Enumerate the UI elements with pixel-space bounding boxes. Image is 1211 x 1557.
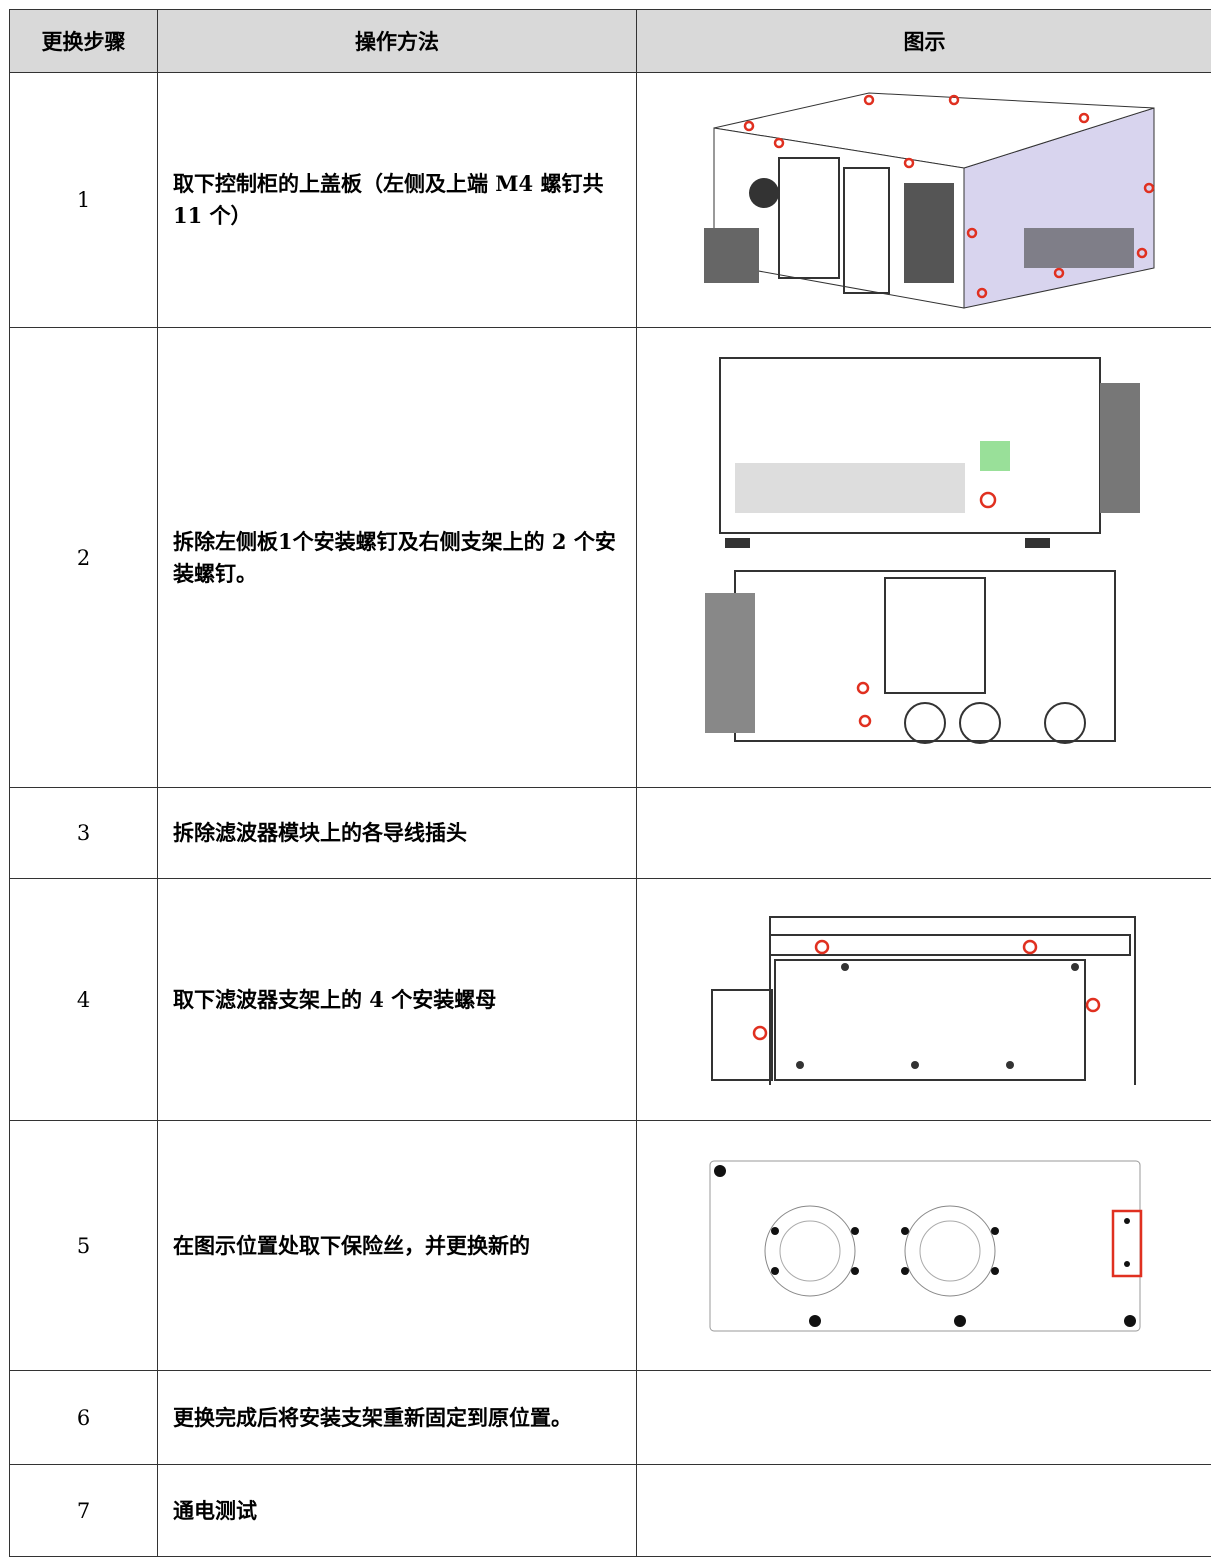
method-cell: 通电测试 [158,1465,637,1557]
method-cell: 取下控制柜的上盖板（左侧及上端 M4 螺钉共 11 个） [158,73,637,328]
side-panel-figure [695,353,1155,763]
figure-cell [637,1371,1211,1465]
header-cell: 操作方法 [158,10,637,73]
cabinet-figure [694,88,1156,313]
replacement-table: 更换步骤 操作方法 图示 1 取下控制柜的上盖板（左侧及上端 M4 螺钉共 11… [9,9,1211,1557]
pcb-figure [705,1156,1145,1336]
step-cell: 4 [10,879,158,1121]
bracket-figure [710,915,1140,1085]
step-cell: 2 [10,328,158,788]
figure-cell [637,1121,1211,1371]
row: 7 通电测试 [10,1465,1211,1557]
row: 5 在图示位置处取下保险丝，并更换新的 [10,1121,1211,1371]
method-cell: 拆除滤波器模块上的各导线插头 [158,788,637,879]
method-cell: 更换完成后将安装支架重新固定到原位置。 [158,1371,637,1465]
figure-cell [637,879,1211,1121]
figure-cell [637,788,1211,879]
header-cell: 图示 [637,10,1211,73]
figure-cell [637,1465,1211,1557]
step-cell: 5 [10,1121,158,1371]
row: 3 拆除滤波器模块上的各导线插头 [10,788,1211,879]
method-cell: 在图示位置处取下保险丝，并更换新的 [158,1121,637,1371]
step-cell: 7 [10,1465,158,1557]
figure-cell [637,73,1211,328]
row: 6 更换完成后将安装支架重新固定到原位置。 [10,1371,1211,1465]
method-cell: 拆除左侧板1个安装螺钉及右侧支架上的 2 个安装螺钉。 [158,328,637,788]
row: 1 取下控制柜的上盖板（左侧及上端 M4 螺钉共 11 个） [10,73,1211,328]
header-cell: 更换步骤 [10,10,158,73]
step-cell: 6 [10,1371,158,1465]
step-cell: 3 [10,788,158,879]
step-cell: 1 [10,73,158,328]
figure-cell [637,328,1211,788]
header-row: 更换步骤 操作方法 图示 [10,10,1211,73]
method-cell: 取下滤波器支架上的 4 个安装螺母 [158,879,637,1121]
row: 2 拆除左侧板1个安装螺钉及右侧支架上的 2 个安装螺钉。 [10,328,1211,788]
row: 4 取下滤波器支架上的 4 个安装螺母 [10,879,1211,1121]
